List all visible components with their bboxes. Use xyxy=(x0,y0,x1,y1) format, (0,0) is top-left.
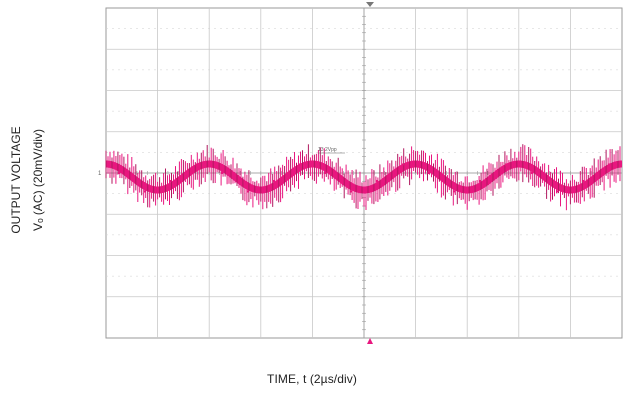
ripple-sample-point xyxy=(427,171,430,175)
ripple-sample-point xyxy=(349,190,353,193)
y-axis-label-line1: OUTPUT VOLTAGE xyxy=(9,126,23,233)
trigger-top-marker xyxy=(366,2,374,7)
ripple-sample-point xyxy=(169,179,172,183)
ripple-sample-point xyxy=(375,179,379,183)
ripple-sample-point xyxy=(556,190,559,193)
ripple-sample-point xyxy=(401,163,404,166)
ripple-sample-point xyxy=(478,179,482,183)
ripple-sample-point xyxy=(246,190,250,193)
plot-grid xyxy=(105,7,623,339)
ripple-sample-point xyxy=(298,163,301,166)
y-axis-label: OUTPUT VOLTAGE Vₒ (AC) (20mV/div) xyxy=(2,60,72,300)
ripple-sample-point xyxy=(220,171,224,175)
ripple-sample-point xyxy=(143,190,146,193)
y-axis-label-line2: Vₒ (AC) (20mV/div) xyxy=(31,129,45,231)
waveform-trace xyxy=(103,144,624,211)
ripple-sample-point xyxy=(504,163,508,166)
ripple-sample-point xyxy=(324,171,327,175)
ripple-sample-point xyxy=(117,171,121,175)
x-axis-label: TIME, t (2µs/div) xyxy=(267,372,357,386)
ripple-sample-point xyxy=(453,190,456,193)
ripple-sample-point xyxy=(530,171,533,175)
ripple-sample-point xyxy=(272,179,275,183)
ripple-sample-point xyxy=(195,163,198,166)
trigger-bottom-marker xyxy=(367,338,373,344)
channel-marker: 1 xyxy=(98,171,102,177)
measurement-label: 13.2Vpp xyxy=(318,147,337,153)
ripple-sample-point xyxy=(607,163,611,166)
ripple-sample-point xyxy=(582,179,585,183)
